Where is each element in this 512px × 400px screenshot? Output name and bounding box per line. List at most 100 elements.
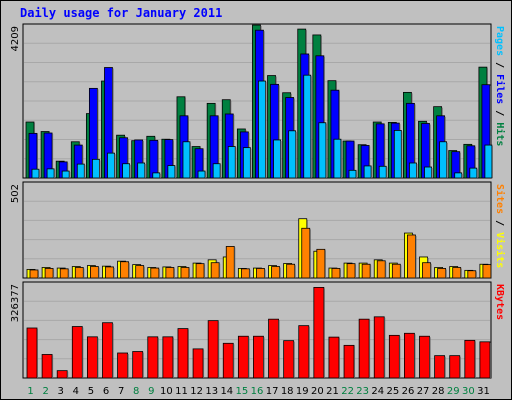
day-label-25: 25 (387, 386, 400, 397)
kbytes-bar-day-14 (222, 342, 234, 379)
sites-bar-day-25 (391, 263, 401, 279)
kbytes-bar-day-10 (162, 336, 174, 379)
sites-bar-day-31 (482, 264, 492, 279)
pages-bar-day-16 (258, 80, 266, 179)
day-label-18: 18 (281, 386, 294, 397)
sites-bar-day-28 (437, 268, 447, 279)
pages-bar-day-25 (393, 130, 402, 179)
legend-entry: Files (494, 74, 506, 104)
day-label-7: 7 (118, 386, 124, 397)
day-label-19: 19 (296, 386, 309, 397)
legend-entry: Pages (494, 26, 505, 56)
day-label-31: 31 (477, 386, 490, 397)
legend-entry: / (494, 56, 505, 74)
sites-bar-day-23 (361, 263, 371, 279)
day-label-21: 21 (326, 386, 339, 397)
kbytes-bar-day-19 (298, 325, 310, 379)
pages-bar-day-28 (439, 141, 448, 179)
sites-bar-day-20 (316, 248, 326, 279)
kbytes-bar-day-16 (253, 335, 264, 379)
kbytes-bar-day-30 (464, 339, 476, 379)
pages-bar-day-9 (152, 172, 161, 179)
pages-bar-day-22 (348, 169, 357, 179)
kbytes-bar-day-31 (479, 341, 491, 379)
day-label-8: 8 (133, 386, 139, 397)
sites-bar-day-8 (135, 265, 145, 279)
kbytes-bar-day-24 (373, 316, 385, 379)
sites-bar-day-9 (150, 267, 160, 279)
pages-bar-day-24 (378, 165, 387, 179)
kbytes-bar-day-22 (343, 344, 355, 379)
sites-bar-day-19 (301, 227, 311, 279)
day-label-9: 9 (148, 386, 154, 397)
pages-bar-day-14 (227, 146, 236, 179)
pages-bar-day-29 (454, 172, 463, 179)
kbytes-bar-day-7 (117, 352, 128, 379)
chart-title: Daily usage for January 2011 (20, 6, 223, 20)
day-label-26: 26 (402, 386, 415, 397)
day-label-27: 27 (417, 386, 430, 397)
day-label-5: 5 (88, 386, 94, 397)
sites-bar-day-2 (44, 268, 54, 279)
day-label-11: 11 (175, 386, 188, 397)
legend-panel-1: Pages / Files / Hits (494, 26, 506, 146)
kbytes-bar-day-11 (177, 328, 189, 379)
sites-bar-day-3 (59, 268, 69, 279)
day-label-20: 20 (311, 386, 324, 397)
sites-bar-day-29 (452, 267, 462, 279)
pages-bar-day-18 (288, 130, 297, 179)
kbytes-bar-day-2 (41, 354, 53, 379)
sites-bar-day-18 (286, 263, 296, 279)
sites-bar-day-6 (105, 266, 114, 279)
pages-bar-day-17 (273, 139, 281, 179)
sites-bar-day-5 (89, 266, 99, 279)
pages-bar-day-11 (182, 141, 191, 179)
kbytes-bar-day-15 (237, 335, 249, 379)
kbytes-bar-day-4 (71, 326, 83, 379)
sites-bar-day-12 (195, 263, 205, 279)
day-label-12: 12 (190, 386, 203, 397)
pages-bar-day-23 (363, 165, 372, 179)
kbytes-bar-day-6 (102, 322, 113, 379)
kbytes-bar-day-3 (56, 370, 68, 379)
pages-bar-day-20 (318, 122, 327, 179)
sites-bar-day-10 (165, 267, 175, 279)
sites-bar-day-27 (422, 262, 431, 279)
day-label-28: 28 (432, 386, 445, 397)
ymax-label-panel-3: 326377 (10, 284, 21, 322)
kbytes-bar-day-18 (283, 340, 295, 379)
day-label-1: 1 (27, 386, 33, 397)
pages-bar-day-6 (107, 152, 115, 179)
day-label-22: 22 (341, 386, 354, 397)
legend-entry: Hits (494, 122, 506, 146)
sites-bar-day-7 (120, 261, 129, 279)
legend-panel-3: KBytes (494, 284, 505, 320)
pages-bar-day-31 (484, 144, 493, 179)
day-label-24: 24 (371, 386, 384, 397)
kbytes-bar-day-27 (419, 335, 430, 379)
legend-entry: / (494, 104, 505, 122)
kbytes-bar-day-17 (268, 318, 279, 379)
sites-bar-day-4 (74, 267, 84, 279)
pages-bar-day-2 (46, 168, 55, 179)
day-label-17: 17 (266, 386, 279, 397)
legend-entry: Visits (494, 232, 506, 268)
kbytes-bar-day-23 (358, 318, 370, 379)
files-bar-day-9 (149, 139, 159, 179)
pages-bar-day-19 (303, 74, 312, 179)
sites-bar-day-13 (210, 262, 220, 279)
day-label-3: 3 (58, 386, 64, 397)
day-label-29: 29 (447, 386, 460, 397)
pages-bar-day-30 (469, 167, 478, 179)
sites-bar-day-15 (240, 268, 250, 279)
pages-bar-day-21 (333, 138, 342, 179)
day-label-15: 15 (236, 386, 249, 397)
sites-bar-day-1 (29, 269, 39, 279)
pages-bar-day-8 (137, 162, 146, 179)
sites-bar-day-22 (346, 263, 356, 279)
day-label-13: 13 (205, 386, 218, 397)
legend-entry: Sites (494, 184, 506, 214)
sites-bar-day-14 (225, 246, 235, 279)
